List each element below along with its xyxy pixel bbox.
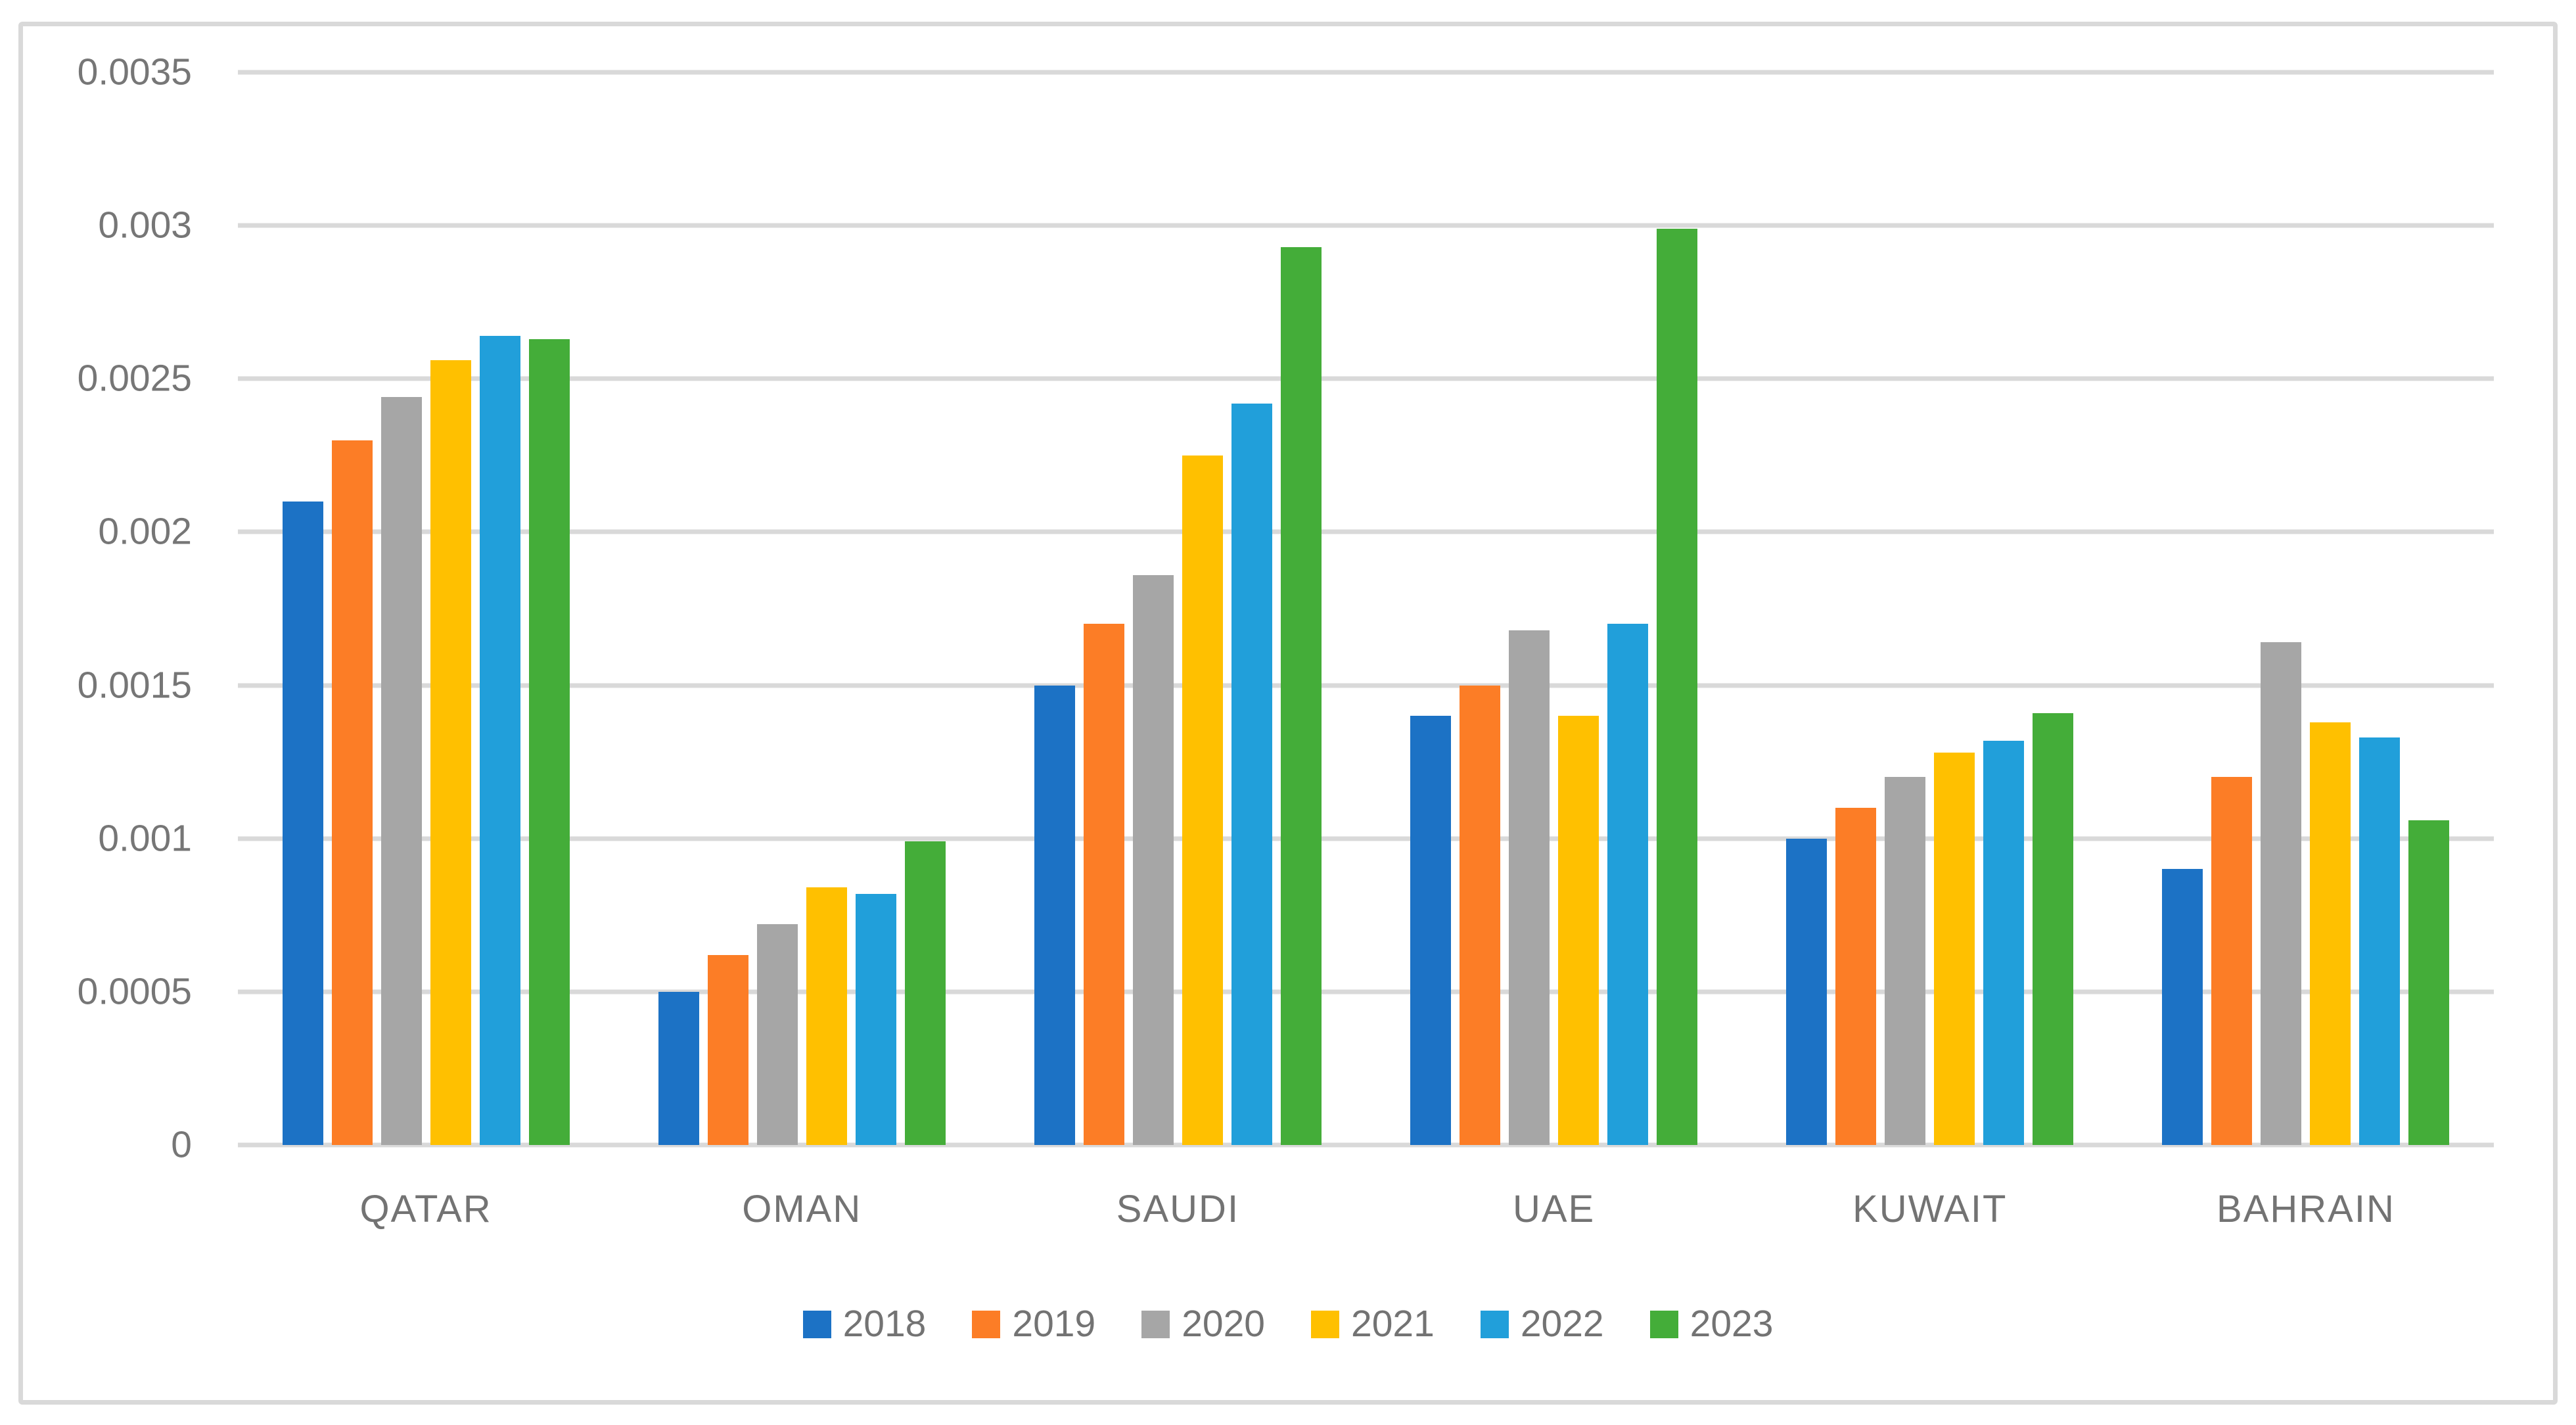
legend-label-2020: 2020 [1182, 1303, 1265, 1345]
legend-item-2019: 2019 [972, 1305, 1095, 1343]
bar-group-kuwait [1742, 72, 2118, 1145]
bar-qatar-2023 [528, 339, 570, 1145]
y-tick-label: 0.0005 [77, 970, 192, 1013]
bar-group-uae [1366, 72, 1742, 1145]
bar-bahrain-2020 [2261, 642, 2302, 1145]
bar-bahrain-2019 [2211, 777, 2253, 1145]
bar-uae-2021 [1558, 716, 1599, 1145]
bar-kuwait-2022 [1983, 740, 2025, 1145]
bar-bahrain-2021 [2310, 722, 2351, 1145]
bar-saudi-2019 [1083, 624, 1124, 1145]
legend-swatch-2023 [1649, 1310, 1678, 1338]
bar-saudi-2022 [1231, 403, 1272, 1145]
gridline [238, 529, 2494, 534]
y-axis: 0 0.0005 0.001 0.0015 0.002 0.0025 0.003 0.0035 [0, 53, 197, 1163]
bar-qatar-2018 [282, 501, 323, 1145]
bar-qatar-2022 [479, 336, 520, 1145]
x-axis-label-uae: UAE [1512, 1188, 1596, 1230]
bar-kuwait-2023 [2033, 712, 2074, 1145]
legend-item-2022: 2022 [1480, 1303, 1604, 1345]
bar-uae-2018 [1410, 716, 1452, 1145]
y-tick-label: 0 [171, 1123, 192, 1166]
y-tick-label: 0.003 [98, 204, 192, 246]
legend-label-2022: 2022 [1520, 1303, 1604, 1345]
legend-swatch-2020 [1141, 1310, 1170, 1338]
bar-kuwait-2019 [1835, 808, 1877, 1145]
gridline [238, 70, 2494, 75]
x-axis-label-saudi: SAUDI [1116, 1188, 1240, 1230]
y-tick-label: 0.0025 [77, 357, 192, 400]
bar-kuwait-2021 [1934, 753, 1975, 1145]
bar-saudi-2021 [1182, 455, 1223, 1145]
x-axis-label-kuwait: KUWAIT [1852, 1188, 2008, 1230]
plot-area [238, 70, 2494, 1148]
x-axis-label-bahrain: BAHRAIN [2217, 1188, 2395, 1230]
bar-group-oman [614, 72, 990, 1145]
legend-swatch-2019 [972, 1310, 1001, 1338]
legend-item-2020: 2020 [1141, 1305, 1265, 1343]
bar-saudi-2020 [1132, 574, 1174, 1145]
legend-swatch-2018 [802, 1310, 831, 1338]
legend-label-2018: 2018 [842, 1303, 927, 1345]
bar-qatar-2019 [331, 440, 373, 1145]
legend-item-2023: 2023 [1649, 1303, 1774, 1345]
x-axis-line [238, 1142, 2494, 1148]
bar-bahrain-2023 [2408, 820, 2450, 1145]
bar-uae-2020 [1509, 630, 1550, 1145]
bar-groups [238, 72, 2494, 1145]
y-tick-label: 0.0015 [77, 664, 192, 707]
bar-kuwait-2018 [1786, 838, 1828, 1145]
gridline [238, 989, 2494, 994]
bar-oman-2021 [806, 887, 847, 1145]
gridline [238, 683, 2494, 688]
bar-saudi-2018 [1034, 685, 1075, 1145]
bar-group-saudi [990, 72, 1366, 1145]
bar-qatar-2020 [380, 397, 422, 1145]
gridline [238, 836, 2494, 841]
legend-label-2019: 2019 [1012, 1303, 1096, 1345]
bar-bahrain-2022 [2359, 737, 2401, 1145]
y-tick-label: 0.001 [98, 817, 192, 860]
gridline [238, 376, 2494, 381]
legend: 2018 2019 2020 2021 2022 2023 [0, 1305, 2576, 1343]
legend-swatch-2022 [1480, 1310, 1509, 1338]
legend-item-2018: 2018 [802, 1303, 927, 1345]
bar-saudi-2023 [1280, 246, 1322, 1145]
y-tick-label: 0.0035 [77, 51, 192, 93]
legend-label-2023: 2023 [1690, 1303, 1774, 1345]
bar-oman-2020 [756, 924, 798, 1145]
bar-oman-2019 [707, 954, 748, 1145]
bar-kuwait-2020 [1885, 777, 1926, 1145]
bar-oman-2018 [658, 991, 699, 1145]
legend-label-2021: 2021 [1351, 1303, 1435, 1345]
gridlines [238, 70, 2494, 1148]
bar-uae-2019 [1460, 685, 1501, 1145]
y-tick-label: 0.002 [98, 510, 192, 553]
legend-item-2021: 2021 [1311, 1305, 1435, 1343]
gridline [238, 223, 2494, 228]
bar-uae-2022 [1607, 624, 1649, 1145]
bar-uae-2023 [1657, 228, 1698, 1145]
bar-qatar-2021 [430, 360, 471, 1145]
x-axis-labels: QATAR OMAN SAUDI UAE KUWAIT BAHRAIN [238, 1187, 2494, 1231]
bar-oman-2022 [855, 893, 896, 1145]
bar-bahrain-2018 [2162, 869, 2203, 1145]
bar-group-qatar [238, 72, 614, 1145]
x-axis-label-qatar: QATAR [359, 1188, 492, 1230]
legend-swatch-2021 [1311, 1310, 1339, 1338]
bar-group-bahrain [2118, 72, 2494, 1145]
x-axis-label-oman: OMAN [742, 1188, 862, 1230]
bar-oman-2023 [904, 841, 946, 1145]
